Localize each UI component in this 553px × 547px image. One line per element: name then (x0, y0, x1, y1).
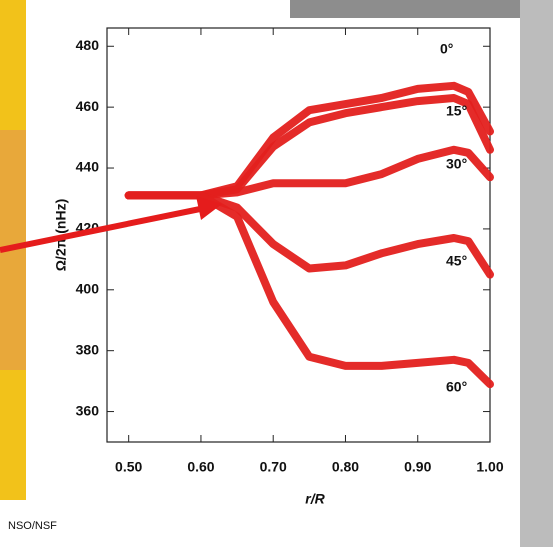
credit: NSO/NSF (8, 520, 57, 532)
x-tick-label: 0.50 (115, 459, 142, 475)
chart: r/R Ω/2π (nHz) NSO/NSF 36038040042044046… (0, 0, 553, 547)
y-tick-label: 480 (76, 37, 100, 53)
y-tick-label: 440 (76, 159, 100, 175)
y-tick-label: 460 (76, 98, 100, 114)
screenshot: r/R Ω/2π (nHz) NSO/NSF 36038040042044046… (0, 0, 553, 547)
x-axis-label: r/R (305, 491, 325, 507)
x-tick-label: 0.90 (404, 459, 431, 475)
series-label: 60° (446, 379, 467, 395)
x-tick-label: 0.80 (332, 459, 359, 475)
x-tick-label: 1.00 (476, 459, 503, 475)
y-tick-label: 400 (76, 280, 100, 296)
y-tick-label: 360 (76, 402, 100, 418)
series-label: 15° (446, 103, 467, 119)
right-photo (520, 0, 553, 547)
y-tick-label: 380 (76, 341, 100, 357)
series-label: 30° (446, 156, 467, 172)
x-tick-label: 0.60 (187, 459, 214, 475)
series-label: 45° (446, 253, 467, 269)
x-tick-label: 0.70 (260, 459, 287, 475)
series-label: 0° (440, 41, 453, 57)
